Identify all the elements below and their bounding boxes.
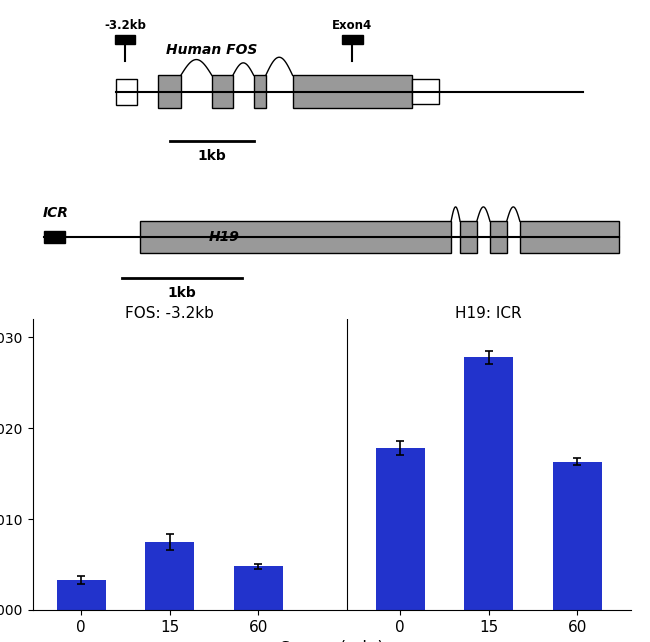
Bar (115, 35, 135, 44)
Bar (234, 566, 283, 610)
Bar (376, 448, 424, 610)
X-axis label: Serum (min): Serum (min) (280, 640, 384, 642)
Bar (140, 221, 451, 253)
Bar (553, 462, 602, 610)
Text: Human FOS: Human FOS (166, 43, 257, 57)
Bar (412, 80, 439, 105)
Bar (292, 75, 412, 108)
Bar (343, 35, 363, 44)
Text: 1kb: 1kb (168, 286, 196, 300)
Bar (460, 221, 477, 253)
Bar (464, 358, 513, 610)
Bar (116, 79, 137, 105)
Text: FOS: -3.2kb: FOS: -3.2kb (125, 306, 214, 321)
Text: H19: ICR: H19: ICR (456, 306, 522, 321)
Bar (254, 75, 266, 108)
Text: H19: H19 (209, 230, 239, 244)
Bar (520, 221, 619, 253)
Text: Exon4: Exon4 (332, 19, 372, 32)
Bar (44, 231, 66, 243)
Bar (490, 221, 507, 253)
Bar (146, 542, 194, 610)
Bar (158, 75, 181, 108)
Text: -3.2kb: -3.2kb (104, 19, 146, 32)
Bar (212, 75, 233, 108)
Text: 1kb: 1kb (198, 149, 226, 163)
Text: ICR: ICR (42, 205, 68, 220)
Bar (57, 580, 105, 610)
